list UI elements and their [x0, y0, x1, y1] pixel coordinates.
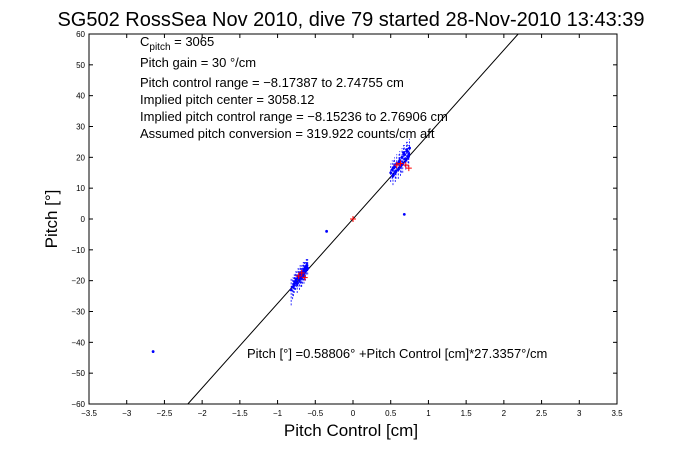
- x-tick-label: −1: [273, 409, 283, 418]
- x-tick-label: 3.5: [611, 409, 623, 418]
- chart-title: SG502 RossSea Nov 2010, dive 79 started …: [57, 9, 644, 31]
- y-tick-label: 40: [76, 92, 85, 101]
- x-tick-label: 3: [577, 409, 582, 418]
- x-axis-label: Pitch Control [cm]: [284, 421, 418, 440]
- y-tick-label: −30: [71, 308, 85, 317]
- observation-point: [389, 171, 393, 175]
- implied-center-annotation: Implied pitch center = 3058.12: [140, 92, 315, 107]
- observation-point: [402, 151, 405, 155]
- observation-point: [304, 266, 308, 270]
- x-tick-label: −2: [198, 409, 208, 418]
- y-tick-label: 60: [76, 30, 85, 39]
- y-tick-label: 10: [76, 184, 85, 193]
- x-tick-label: 2: [502, 409, 507, 418]
- observation-point: [403, 157, 407, 161]
- x-tick-label: −3: [122, 409, 132, 418]
- x-tick-label: 1: [426, 409, 431, 418]
- y-tick-label: −40: [71, 338, 85, 347]
- observation-point: [405, 148, 408, 152]
- y-axis: −60 −50 −40 −30 −20 −10 0 10 20 30 40 50 60: [71, 30, 617, 409]
- observation-point: [397, 160, 401, 164]
- pitch-gain-annotation: Pitch gain = 30 °/cm: [140, 55, 256, 70]
- observation-point: [151, 350, 155, 353]
- c-pitch-value: = 3065: [171, 34, 215, 49]
- x-tick-label: −0.5: [307, 409, 323, 418]
- y-tick-label: 30: [76, 123, 85, 132]
- annotation-block: Cpitch = 3065 Pitch gain = 30 °/cm Pitch…: [140, 34, 448, 141]
- y-axis-label: Pitch [°]: [42, 190, 61, 249]
- observation-point: [289, 288, 293, 292]
- x-tick-label: −2.5: [157, 409, 173, 418]
- x-axis: −3.5 −3 −2.5 −2 −1.5 −1 −0.5 0 0.5 1 1.5 2 2.5 3 3.5: [81, 34, 623, 418]
- observation-point: [407, 152, 411, 156]
- x-tick-label: −1.5: [232, 409, 248, 418]
- observation-point: [394, 169, 398, 173]
- y-tick-label: 50: [76, 61, 85, 70]
- implied-range-annotation: Implied pitch control range = −8.15236 t…: [140, 109, 448, 124]
- observation-point: [295, 282, 299, 286]
- x-tick-label: 1.5: [461, 409, 473, 418]
- c-pitch-annotation: Cpitch = 3065: [140, 34, 214, 53]
- x-tick-label: 0: [351, 409, 356, 418]
- observation-point: [325, 229, 328, 233]
- plot-marks: [151, 33, 519, 405]
- observation-point: [300, 276, 304, 279]
- x-tick-label: −3.5: [81, 409, 97, 418]
- assumed-conversion-annotation: Assumed pitch conversion = 319.922 count…: [140, 126, 435, 141]
- c-pitch-subscript: pitch: [149, 42, 170, 53]
- x-tick-label: 0.5: [385, 409, 397, 418]
- y-tick-label: 20: [76, 153, 85, 162]
- observation-point: [293, 280, 297, 284]
- observation-point: [392, 166, 396, 170]
- y-tick-label: −20: [71, 277, 85, 286]
- c-pitch-prefix: C: [140, 34, 149, 49]
- y-tick-label: −10: [71, 246, 85, 255]
- x-tick-label: 2.5: [536, 409, 548, 418]
- y-tick-label: 0: [81, 215, 86, 224]
- fit-equation: Pitch [°] =0.58806° +Pitch Control [cm]*…: [247, 346, 547, 361]
- y-tick-label: −60: [71, 400, 85, 409]
- control-range-annotation: Pitch control range = −8.17387 to 2.7475…: [140, 75, 404, 90]
- y-tick-label: −50: [71, 369, 85, 378]
- observation-point: [292, 285, 295, 289]
- observation-point: [402, 212, 406, 216]
